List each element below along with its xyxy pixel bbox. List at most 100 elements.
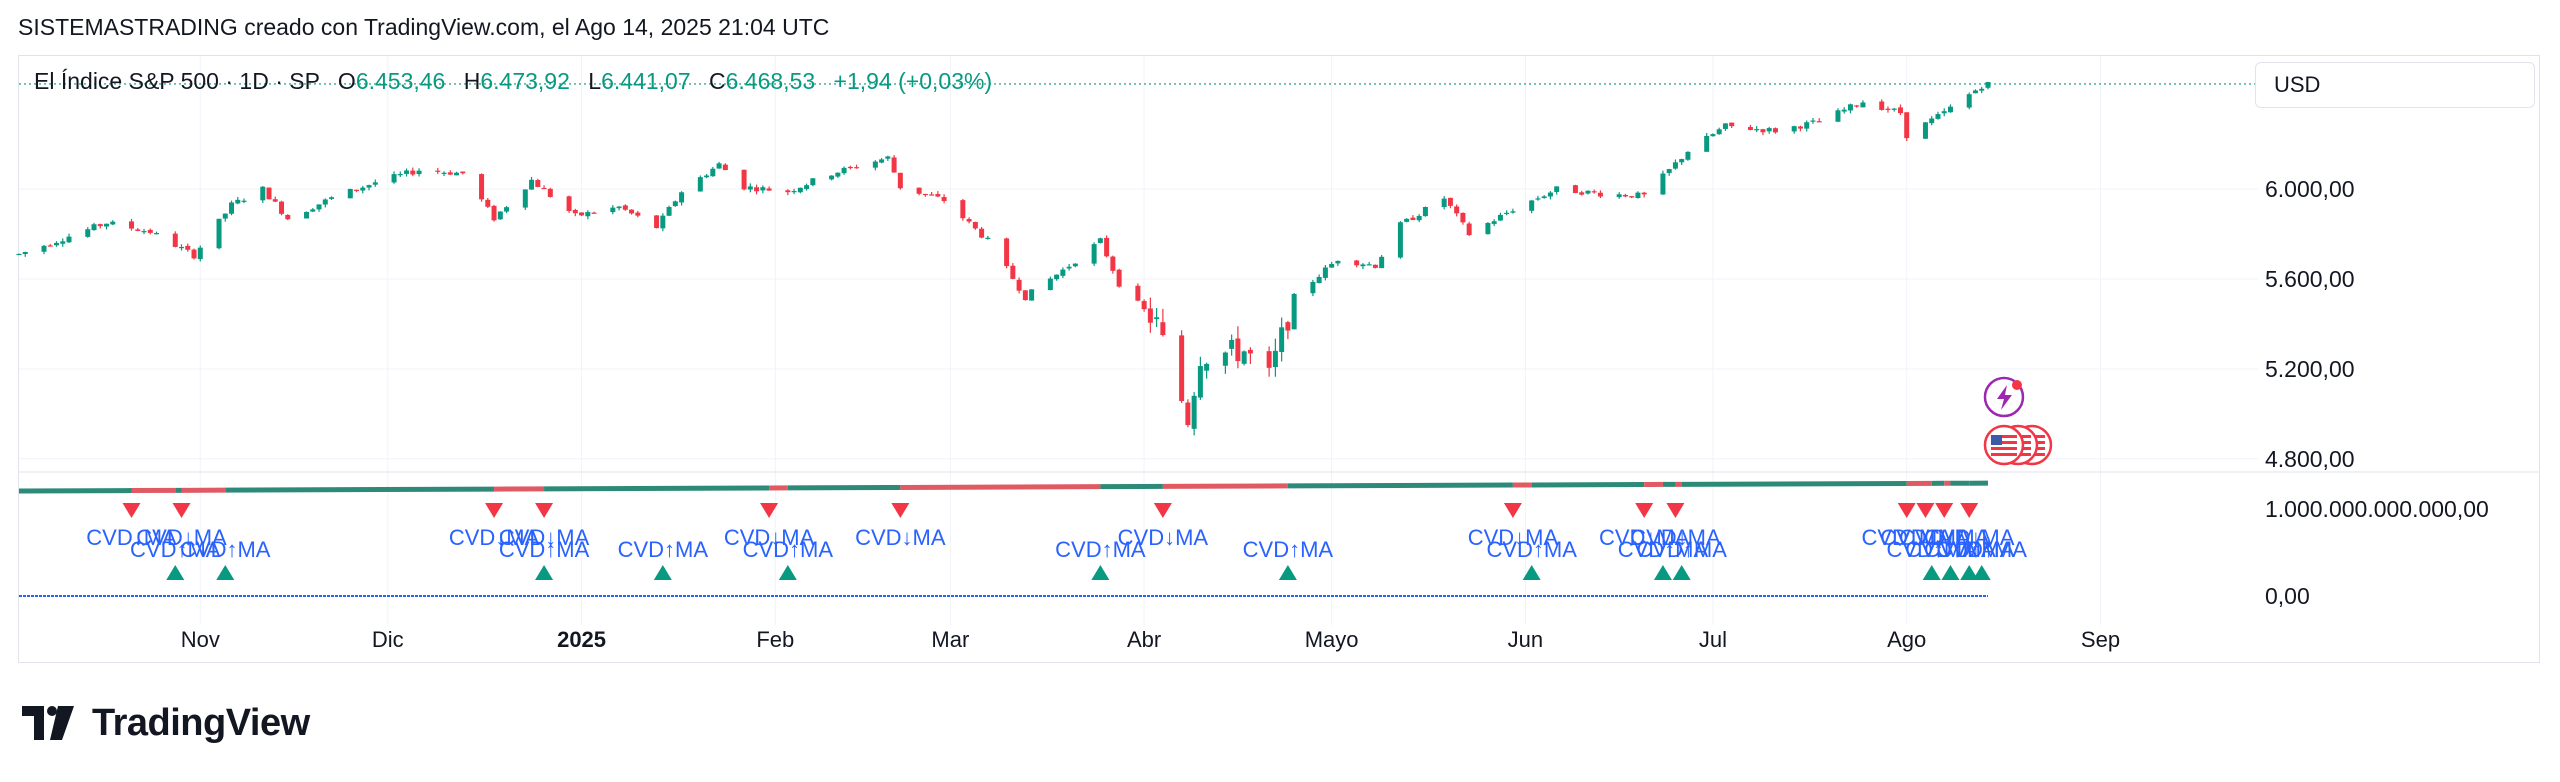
tradingview-brand[interactable]: TradingView	[22, 700, 310, 746]
candle-body	[285, 214, 291, 220]
candle-body	[785, 190, 791, 193]
candle-body	[1860, 102, 1866, 108]
candle-body	[397, 174, 403, 176]
axes-layer: 6.000,00 5.600,00 5.200,00 4.800,00 Nov Dic 20…	[181, 176, 2489, 652]
signal-up-marker	[1672, 565, 1691, 580]
signal-label: CVD↓MA	[1861, 525, 1952, 550]
candle-body	[1072, 263, 1078, 267]
signal-label: CVD↑MA	[1618, 537, 1709, 562]
candle-body	[1716, 129, 1722, 135]
candle-body	[747, 186, 753, 190]
price-tick-label: 5.600,00	[2265, 266, 2355, 292]
event-icons-layer[interactable]	[1983, 376, 2053, 466]
candle-body	[1754, 129, 1760, 131]
candle-body	[1791, 126, 1797, 132]
candle-body	[154, 233, 160, 235]
candle-body	[1897, 107, 1903, 114]
candle-body	[1279, 327, 1285, 352]
flag-icon-stripe	[1990, 447, 2017, 450]
candle-body	[1197, 366, 1203, 398]
time-tick-label: Nov	[181, 627, 220, 652]
candle-body	[1379, 256, 1385, 269]
candle-body	[1329, 263, 1335, 268]
candle-body	[372, 182, 378, 185]
candle-body	[1354, 260, 1360, 266]
signal-label: CVD↓MA	[1630, 525, 1721, 550]
signal-label: CVD↑MA	[1924, 537, 2015, 562]
candle-body	[141, 231, 147, 233]
lightning-icon-bolt	[1996, 385, 2012, 410]
candle-body	[1629, 196, 1635, 198]
time-tick-label: Ago	[1887, 627, 1926, 652]
lightning-icon-badge	[2011, 380, 2022, 390]
candle-body	[16, 253, 22, 256]
candle-body	[1579, 192, 1585, 195]
candle-body	[522, 189, 528, 208]
indicator-layer	[18, 480, 1988, 597]
candle-body	[1922, 122, 1928, 139]
chart-frame[interactable]	[18, 55, 2540, 663]
candle-body	[1416, 215, 1422, 221]
signal-down-marker	[1935, 503, 1954, 518]
candle-body	[360, 187, 366, 191]
legend-low-value: 6.441,07	[601, 68, 691, 94]
candle-body	[1160, 322, 1166, 336]
candle-body	[1497, 214, 1503, 221]
legend-close-value: 6.468,53	[725, 68, 816, 94]
candle-body	[47, 245, 53, 247]
candle-body	[1710, 134, 1716, 137]
time-tick-label: Abr	[1127, 627, 1161, 652]
ma-band-segment	[1287, 482, 1513, 489]
candle-body	[1422, 207, 1428, 217]
candle-body	[1747, 127, 1753, 130]
flag-icon-stripe	[1990, 435, 2017, 438]
lightning-icon[interactable]	[1983, 376, 2025, 418]
candle-body	[1635, 192, 1641, 199]
signal-up-marker	[1278, 565, 1297, 580]
signal-label: CVD↑MA	[499, 537, 590, 562]
candle-body	[1510, 211, 1516, 213]
candle-body	[135, 229, 141, 231]
candle-body	[1835, 110, 1841, 122]
candle-body	[60, 241, 66, 244]
signal-down-marker	[485, 503, 504, 518]
signal-up-marker	[1941, 565, 1960, 580]
candle-body	[1504, 212, 1510, 215]
candle-body	[1810, 120, 1816, 122]
candle-body	[279, 201, 285, 214]
signal-down-marker	[891, 503, 910, 518]
legend-symbol: El Índice S&P 500 · 1D · SP	[34, 68, 320, 94]
time-tick-label: Sep	[2081, 627, 2120, 652]
signal-label: CVD↑MA	[1636, 537, 1727, 562]
candle-body	[1854, 105, 1860, 107]
candle-body	[216, 218, 222, 249]
tradingview-logo-icon	[22, 706, 74, 740]
currency-button[interactable]: USD	[2255, 62, 2535, 108]
signal-label: CVD↓MA	[499, 525, 590, 550]
candle-body	[891, 157, 897, 173]
signal-label: CVD↓MA	[136, 525, 227, 550]
candle-body	[1454, 206, 1460, 214]
candle-body	[1847, 104, 1853, 111]
candle-body	[1029, 289, 1035, 301]
signal-down-marker	[1666, 503, 1685, 518]
signal-down-marker	[1503, 503, 1522, 518]
candle-body	[441, 172, 447, 174]
candle-body	[1485, 223, 1491, 235]
candle-body	[1054, 274, 1060, 280]
candle-body	[1110, 256, 1116, 271]
us-flag-icon[interactable]	[1983, 424, 2025, 466]
candle-body	[1247, 349, 1253, 354]
signal-up-marker	[166, 565, 185, 580]
candle-body	[1116, 269, 1122, 287]
signal-down-marker	[760, 503, 779, 518]
candle-body	[610, 207, 616, 213]
candle-body	[454, 172, 460, 176]
legend-low-label: L	[588, 68, 602, 94]
signal-label: CVD↑MA	[1055, 537, 1146, 562]
candle-body	[766, 188, 772, 191]
ma-band-segment	[225, 486, 495, 493]
candle-body	[929, 194, 935, 196]
signal-label: CVD↑MA	[618, 537, 709, 562]
